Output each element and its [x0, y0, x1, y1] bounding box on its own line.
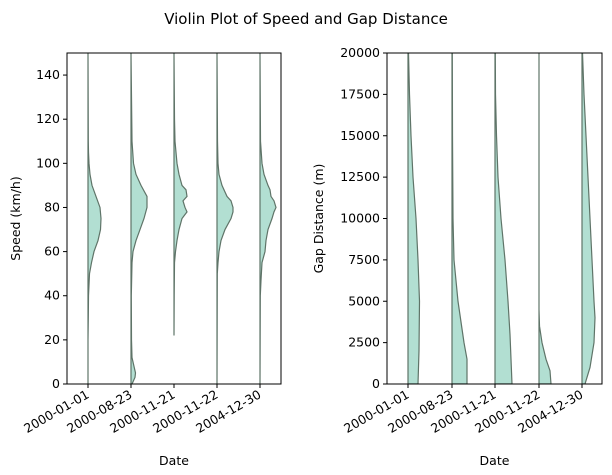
violin-2-2004-12-30	[581, 53, 596, 384]
y-tick-label: 140	[36, 67, 60, 82]
y-tick-label: 20000	[340, 45, 380, 60]
violin-1-2000-01-01	[87, 53, 102, 384]
y-tick-label: 120	[36, 111, 60, 126]
violin-1-2000-11-22	[216, 53, 234, 384]
y-tick-label: 100	[36, 155, 60, 170]
x-axis-label: Date	[480, 453, 510, 468]
violin-1-2000-08-23	[130, 53, 148, 384]
y-tick-label: 2500	[348, 335, 380, 350]
violin-2-2000-01-01	[407, 53, 421, 384]
y-tick-label: 0	[52, 376, 60, 391]
y-tick-label: 5000	[348, 293, 380, 308]
figure-title: Violin Plot of Speed and Gap Distance	[164, 10, 448, 28]
y-tick-label: 0	[372, 376, 380, 391]
violin-2-2000-08-23	[451, 53, 468, 384]
violin-2-2000-11-21	[494, 53, 513, 384]
y-tick-label: 7500	[348, 252, 380, 267]
violin-1-2004-12-30	[259, 53, 277, 384]
y-tick-label: 17500	[340, 86, 380, 101]
y-tick-label: 10000	[340, 211, 380, 226]
y-tick-label: 15000	[340, 128, 380, 143]
y-tick-label: 20	[44, 332, 60, 347]
y-axis-label: Gap Distance (m)	[311, 164, 326, 274]
y-tick-label: 80	[44, 199, 60, 214]
chart-panel-1: 0204060801001201402000-01-012000-08-2320…	[8, 52, 282, 468]
y-tick-label: 12500	[340, 169, 380, 184]
x-axis-label: Date	[159, 453, 189, 468]
y-axis-label: Speed (km/h)	[8, 176, 23, 260]
y-tick-label: 60	[44, 244, 60, 259]
violin-1-2000-11-21	[173, 53, 188, 336]
y-tick-label: 40	[44, 288, 60, 303]
chart-panel-2: 0250050007500100001250015000175002000020…	[311, 45, 603, 468]
violin-2-2000-11-22	[538, 53, 552, 384]
